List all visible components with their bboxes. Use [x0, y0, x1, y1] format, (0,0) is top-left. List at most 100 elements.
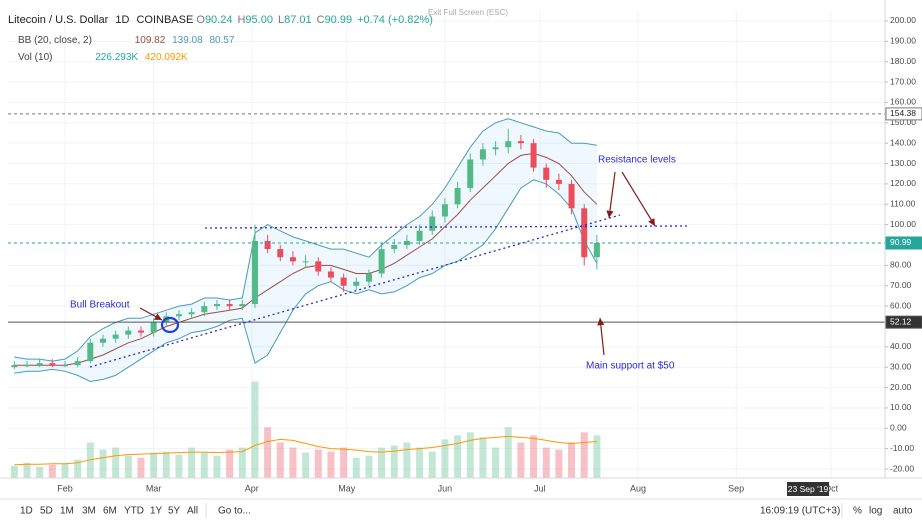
- price-label-box: [885, 107, 922, 121]
- volume-bar: [162, 451, 170, 478]
- readout-value: 95.00: [245, 14, 273, 26]
- crosshair-date: 23 Sep '19: [788, 484, 829, 494]
- clock: 16:09:19 (UTC+3): [760, 506, 840, 517]
- candle-body: [213, 304, 220, 307]
- volume-bar: [593, 435, 601, 478]
- range-button[interactable]: 6M: [103, 506, 117, 517]
- price-label: 154.38: [890, 108, 916, 118]
- candle-body: [454, 187, 461, 205]
- scale-option[interactable]: auto: [893, 506, 913, 517]
- annotation: Bull Breakout: [70, 300, 130, 311]
- volume-ma: [14, 435, 597, 466]
- candle-body: [555, 179, 562, 184]
- volume-bar: [23, 462, 31, 478]
- range-button[interactable]: YTD: [124, 506, 144, 517]
- volume-bar: [340, 447, 348, 478]
- volume-bar: [454, 435, 462, 478]
- volume-bar: [378, 447, 386, 478]
- volume-bar: [352, 457, 360, 478]
- drawings: Bull Breakout Resistance levels Main sup…: [70, 155, 689, 372]
- range-button[interactable]: 5Y: [168, 506, 181, 517]
- candle-body: [416, 230, 423, 241]
- candle-body: [188, 312, 195, 315]
- candle-body: [365, 273, 372, 282]
- indicator-name: Vol (10): [18, 52, 52, 63]
- y-tick-label: 20.00: [890, 382, 912, 392]
- range-button[interactable]: All: [187, 506, 198, 517]
- range-button[interactable]: 3M: [82, 506, 96, 517]
- bb-lower: [14, 179, 598, 383]
- range-button[interactable]: 1D: [20, 506, 33, 517]
- x-tick-label: Sep: [728, 483, 744, 493]
- candle-body: [479, 149, 486, 160]
- volume-bar: [479, 437, 487, 478]
- volume-bar: [150, 452, 158, 478]
- volume-bar: [251, 381, 259, 478]
- candle-body: [581, 208, 588, 258]
- volume-bar: [403, 442, 411, 478]
- volume-bar: [238, 447, 246, 478]
- arrow: [621, 171, 656, 227]
- readout-value: 90.99: [325, 14, 353, 26]
- volume-bar: [568, 442, 576, 478]
- exit-fullscreen[interactable]: Exit Full Screen (ESC): [428, 8, 508, 17]
- candle-body: [99, 338, 106, 343]
- candle-body: [175, 314, 182, 317]
- range-button[interactable]: 1M: [60, 506, 74, 517]
- y-tick-label: 160.00: [890, 97, 916, 107]
- price-label: 52.12: [890, 316, 912, 326]
- x-tick-label: May: [338, 483, 356, 493]
- readout-key: H: [237, 14, 245, 26]
- candle-body: [378, 249, 385, 274]
- vol-legend: Vol (10) 226.293K 420.092K: [18, 52, 188, 63]
- y-tick-label: 110.00: [890, 199, 916, 209]
- y-tick-label: 0.00: [890, 423, 907, 433]
- arrow: [597, 317, 605, 356]
- candle-body: [239, 304, 246, 307]
- volume-bar: [10, 465, 18, 478]
- volume-bar: [555, 449, 563, 478]
- candle-body: [543, 167, 550, 180]
- y-tick-label: -20.00: [890, 463, 914, 473]
- volume-bar: [36, 466, 44, 478]
- bb-upper: [14, 118, 597, 362]
- axis-labels: 200.00 190.00 180.00 170.00 160.00 150.00 140.…: [57, 15, 922, 493]
- volume-bar: [517, 442, 525, 478]
- symbol-title: Litecoin / U.S. Dollar: [8, 14, 109, 26]
- range-button[interactable]: 5D: [40, 506, 53, 517]
- candle-body: [112, 334, 119, 339]
- candle-body: [74, 361, 81, 366]
- candle-body: [289, 257, 296, 262]
- candle-body: [251, 240, 258, 305]
- y-tick-label: 80.00: [890, 260, 912, 270]
- volume-bar: [200, 452, 208, 478]
- symbol-header: Litecoin / U.S. Dollar 1D COINBASE O90.2…: [8, 14, 433, 26]
- candle-body: [327, 271, 334, 278]
- resistance-line: [204, 225, 689, 229]
- volume-bar: [302, 452, 310, 478]
- x-tick-label: Jun: [438, 483, 453, 493]
- scale-option[interactable]: log: [869, 506, 882, 517]
- volume-bar: [441, 439, 449, 478]
- y-tick-label: 120.00: [890, 178, 916, 188]
- volume-bar: [466, 432, 474, 478]
- readout-key: C: [317, 14, 325, 26]
- scale-option[interactable]: %: [853, 506, 862, 517]
- candle-body: [36, 363, 43, 366]
- bb-legend: BB (20, close, 2) 109.82 139.08 80.57: [18, 35, 235, 46]
- candle-body: [277, 249, 284, 258]
- candle-body: [429, 216, 436, 231]
- candle-body: [593, 242, 600, 258]
- goto-button[interactable]: Go to...: [218, 506, 251, 517]
- price-label: 90.99: [890, 237, 912, 247]
- volume-bar: [365, 455, 373, 478]
- y-tick-label: 100.00: [890, 219, 916, 229]
- indicator-value: 226.293K: [95, 52, 138, 63]
- range-button[interactable]: 1Y: [150, 506, 163, 517]
- volume-bar: [327, 451, 335, 478]
- x-tick-label: Oct: [824, 483, 839, 493]
- candle-body: [201, 306, 208, 313]
- candle-body: [61, 365, 68, 367]
- volume-bar: [74, 459, 82, 478]
- volume-bar: [428, 451, 436, 478]
